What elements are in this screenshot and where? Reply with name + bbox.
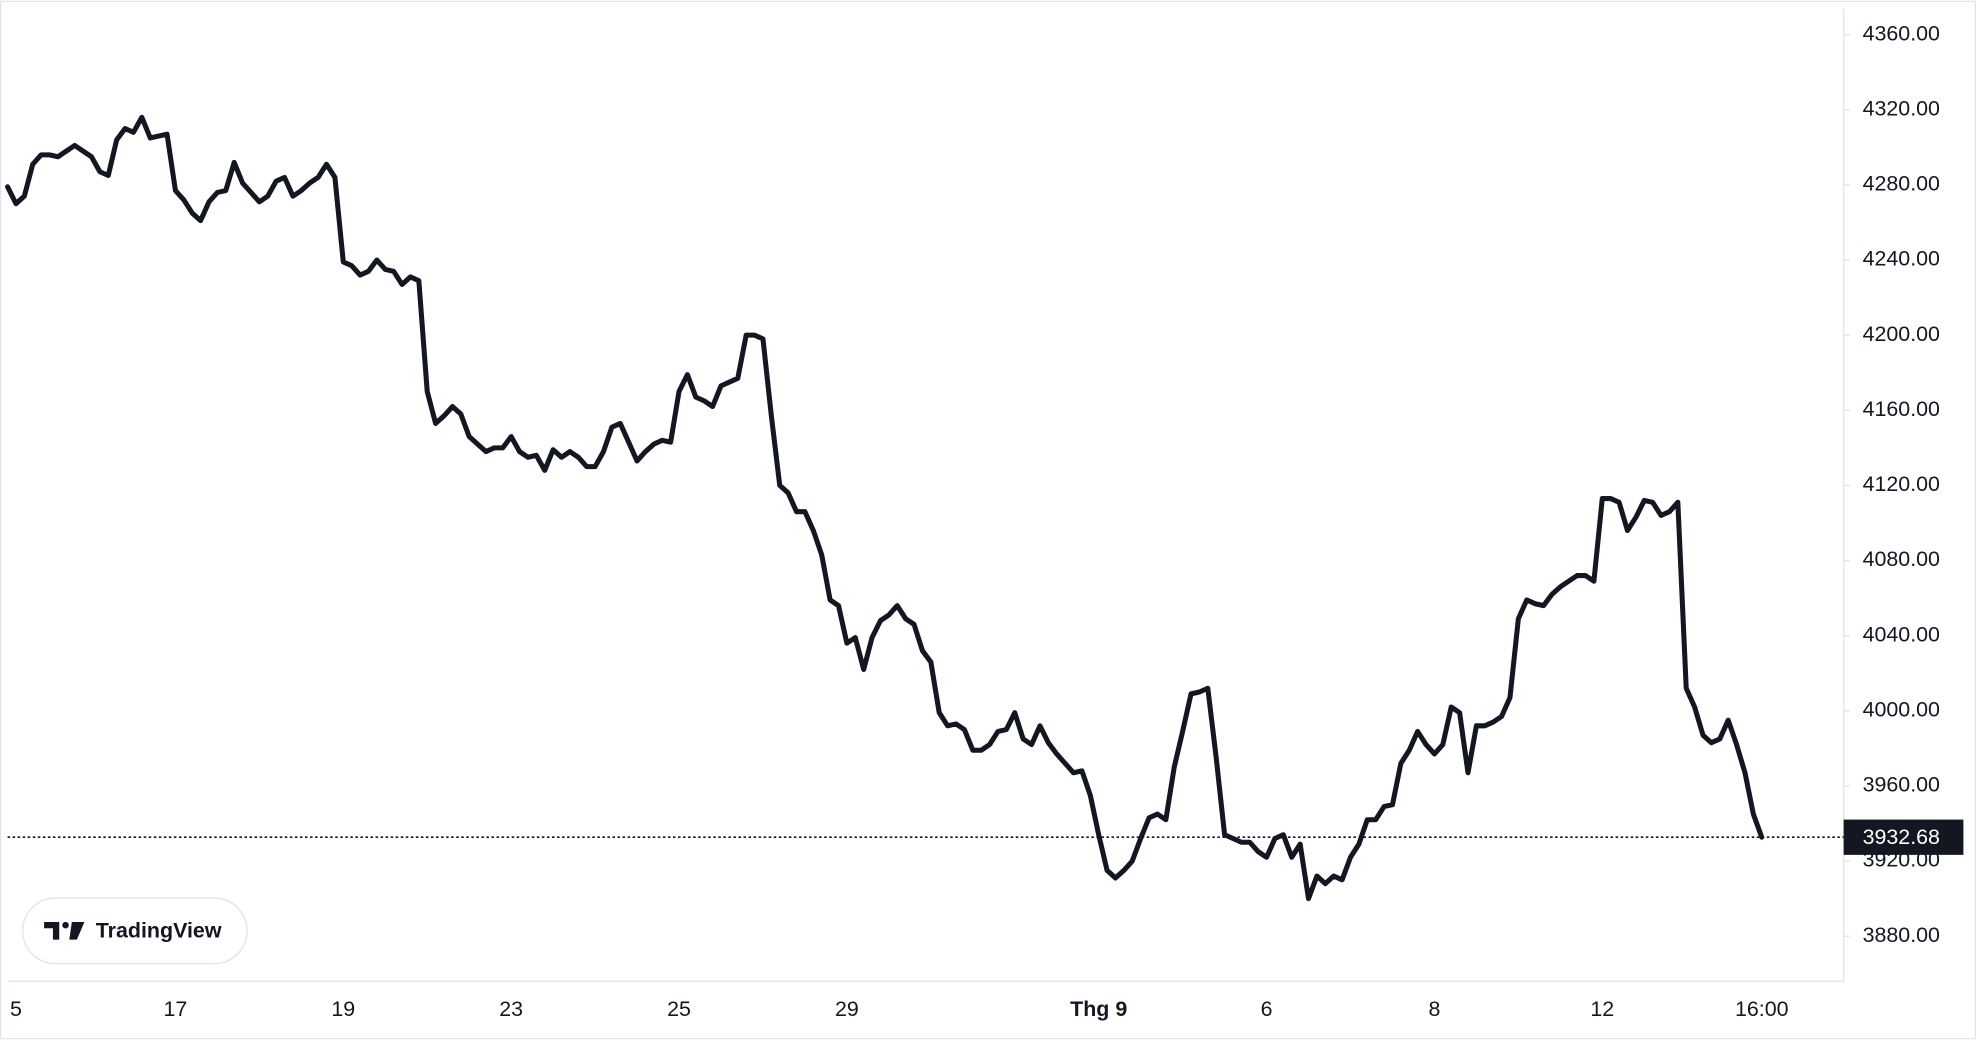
x-tick-label: 12 xyxy=(1590,997,1614,1021)
x-tick-label: 16:00 xyxy=(1735,997,1789,1021)
x-tick-label: 29 xyxy=(835,997,859,1021)
y-tick-label: 4000.00 xyxy=(1863,697,1940,721)
y-tick-label: 3960.00 xyxy=(1863,773,1940,797)
y-tick-label: 4240.00 xyxy=(1863,247,1940,271)
y-tick-label: 4160.00 xyxy=(1863,397,1940,421)
x-tick-label: 6 xyxy=(1261,997,1273,1021)
y-tick-label: 4280.00 xyxy=(1863,172,1940,196)
y-tick-label: 4080.00 xyxy=(1863,547,1940,571)
logo-badge[interactable] xyxy=(22,897,248,965)
logo-text: TradingView xyxy=(96,919,222,943)
x-tick-label: 5 xyxy=(10,997,22,1021)
x-tick-label: 8 xyxy=(1428,997,1440,1021)
logo-icon xyxy=(44,922,60,940)
y-tick-label: 4360.00 xyxy=(1863,21,1940,45)
logo[interactable]: TradingView xyxy=(22,897,248,965)
x-tick-label: 19 xyxy=(331,997,355,1021)
price-line xyxy=(5,114,1765,902)
y-tick-label: 4120.00 xyxy=(1863,472,1940,496)
y-tick-label: 3880.00 xyxy=(1863,923,1940,947)
x-tick-label: Thg 9 xyxy=(1070,997,1127,1021)
logo-icon-dot xyxy=(62,921,69,929)
y-tick-label: 4200.00 xyxy=(1863,322,1940,346)
x-tick-label: 23 xyxy=(499,997,523,1021)
logo-icon-slant xyxy=(69,922,85,940)
x-tick-label: 25 xyxy=(667,997,691,1021)
last-price-badge xyxy=(1843,819,1964,855)
y-tick-label: 4040.00 xyxy=(1863,622,1940,646)
x-tick-label: 17 xyxy=(164,997,188,1021)
last-price-label: 3932.68 xyxy=(1863,825,1940,849)
y-tick-label: 4320.00 xyxy=(1863,96,1940,120)
